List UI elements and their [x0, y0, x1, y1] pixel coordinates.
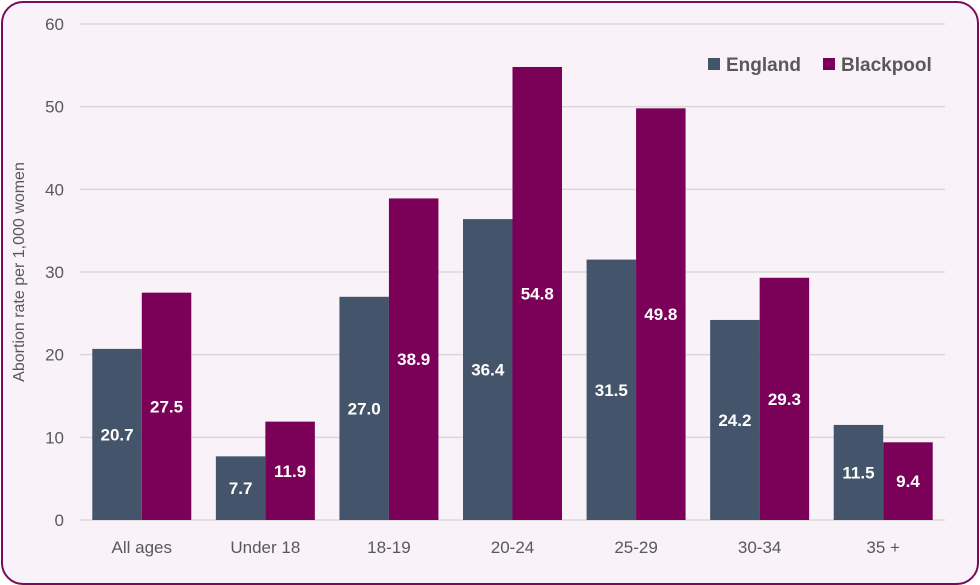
legend-swatch-england	[708, 58, 720, 70]
bar-blackpool	[883, 442, 933, 520]
bar-england	[586, 259, 637, 520]
bar-blackpool	[265, 421, 315, 520]
data-label: 38.9	[397, 350, 430, 369]
bar-blackpool	[388, 198, 439, 520]
data-label: 27.0	[348, 399, 381, 418]
y-tick-label: 40	[45, 180, 64, 199]
y-tick-label: 0	[55, 511, 64, 530]
bar-england	[92, 348, 142, 520]
bar-blackpool	[512, 66, 562, 520]
bar-england	[710, 319, 760, 520]
y-tick-label: 50	[45, 98, 64, 117]
x-tick-label: 30-34	[738, 538, 781, 557]
bar-chart: 0 10 20 30 40 50 60 Abortion rate per 1,000 wom…	[11, 15, 945, 557]
data-label: 24.2	[718, 411, 751, 430]
x-tick-label: 25-29	[614, 538, 657, 557]
bar-england	[463, 219, 513, 521]
data-label: 11.9	[274, 462, 306, 481]
bar-england	[339, 296, 389, 520]
x-tick-label: 20-24	[491, 538, 534, 557]
bar-blackpool	[759, 277, 810, 520]
data-label: 36.4	[471, 361, 505, 380]
y-tick-label: 60	[45, 15, 64, 34]
x-tick-label: Under 18	[230, 538, 300, 557]
bar-england	[215, 456, 266, 520]
y-tick-label: 10	[45, 428, 64, 447]
bar-blackpool	[636, 108, 686, 520]
x-tick-label: All ages	[112, 538, 172, 557]
data-label: 9.4	[896, 472, 920, 491]
data-label: 49.8	[644, 305, 677, 324]
bar-england	[833, 424, 884, 520]
y-axis-label: Abortion rate per 1,000 women	[11, 162, 28, 382]
legend-label-blackpool: Blackpool	[841, 55, 932, 76]
data-label: 54.8	[521, 284, 554, 303]
y-tick-label: 30	[45, 263, 64, 282]
data-label: 7.7	[229, 479, 253, 498]
data-label: 29.3	[768, 390, 801, 409]
bar-blackpool	[141, 292, 192, 520]
y-tick-label: 20	[45, 346, 64, 365]
data-label: 11.5	[842, 463, 874, 482]
data-label: 31.5	[595, 381, 628, 400]
x-tick-label: 18-19	[367, 538, 410, 557]
legend-swatch-blackpool	[823, 58, 835, 70]
x-tick-label: 35 +	[866, 538, 900, 557]
data-label: 20.7	[100, 425, 133, 444]
legend-label-england: England	[726, 55, 801, 76]
data-label: 27.5	[150, 397, 183, 416]
